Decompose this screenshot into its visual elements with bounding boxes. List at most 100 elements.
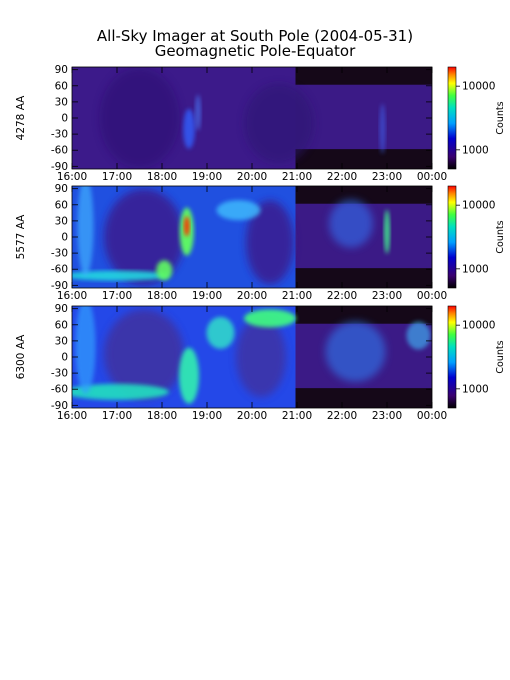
emission-blob [104,309,184,400]
y-tick-label: 0 [61,232,68,244]
x-tick-label: 18:00 [147,171,177,183]
colorbar: 10000 1000 Counts [447,305,506,409]
colorbar-tick-label: 10000 [462,81,495,93]
emission-blob [99,68,180,168]
x-tick-label: 23:00 [372,171,402,183]
panel-1: 90 60 30 0 -30 -60 -90 5577 AA 16:00 17:00 18:00 19… [15,183,506,302]
y-axis-label: 4278 AA [15,95,27,141]
x-tick-label: 23:00 [372,410,402,422]
emission-blob [246,200,294,285]
emission-blob [244,83,314,164]
chart-subtitle: Geomagnetic Pole-Equator [155,42,356,60]
chart-title: All-Sky Imager at South Pole (2004-05-31… [97,27,413,45]
y-tick-label: 0 [61,113,68,125]
heatmap-area [72,67,432,169]
y-tick-label: 60 [55,319,68,331]
colorbar-label: Counts [495,220,506,253]
emission-blob [195,94,201,131]
y-tick-label: -60 [51,384,68,396]
colorbar: 10000 1000 Counts [447,66,506,170]
emission-blob [329,199,373,248]
emission-blob [379,103,386,154]
y-tick-label: -60 [51,145,68,157]
panel-2: 90 60 30 0 -30 -60 -90 6300 AA 16:00 17:00 18:00 19… [15,303,506,422]
colorbar: 10000 1000 Counts [447,185,506,289]
y-tick-label: -90 [51,161,68,173]
y-tick-label: 30 [55,335,68,347]
y-tick-label: 90 [55,183,68,195]
panel-0: 90 60 30 0 -30 -60 -90 4278 AA 16:00 17:00 18:00 19… [15,64,506,183]
x-tick-label: 19:00 [192,290,222,302]
x-tick-label: 00:00 [417,171,447,183]
x-tick-label: 17:00 [102,171,132,183]
x-tick-label: 16:00 [57,290,87,302]
colorbar-gradient [447,185,457,289]
y-tick-label: -90 [51,280,68,292]
colorbar-tick-label: 1000 [462,144,489,156]
emission-blob [156,260,173,281]
colorbar-tick-label: 10000 [462,200,495,212]
x-tick-label: 21:00 [282,290,312,302]
panels: 90 60 30 0 -30 -60 -90 4278 AA 16:00 17:00 18:00 19… [15,64,506,422]
no-data-band-top [295,186,432,204]
emission-blob [72,383,169,400]
x-tick-label: 22:00 [327,171,357,183]
x-tick-label: 22:00 [327,290,357,302]
x-tick-label: 19:00 [192,410,222,422]
x-tick-label: 00:00 [417,410,447,422]
x-tick-label: 17:00 [102,290,132,302]
emission-blob [72,270,169,281]
no-data-band-top [295,67,432,85]
x-tick-label: 20:00 [237,290,267,302]
emission-blob [75,306,96,395]
y-tick-label: 30 [55,215,68,227]
no-data-band-bottom [295,388,432,408]
x-tick-label: 21:00 [282,171,312,183]
y-tick-label: 60 [55,80,68,92]
colorbar-gradient [447,305,457,409]
emission-blob [183,108,195,149]
x-tick-label: 20:00 [237,410,267,422]
x-tick-label: 22:00 [327,410,357,422]
emission-blob [216,200,261,221]
colorbar-tick-label: 1000 [462,263,489,275]
heatmap-area [72,186,432,288]
x-tick-label: 16:00 [57,410,87,422]
y-axis-label: 6300 AA [15,334,27,380]
y-tick-label: 60 [55,199,68,211]
y-tick-label: -60 [51,264,68,276]
emission-blob [236,317,286,397]
colorbar-tick-label: 10000 [462,320,495,332]
emission-blob [325,321,386,382]
x-tick-label: 23:00 [372,290,402,302]
y-tick-label: -30 [51,129,68,141]
colorbar-label: Counts [495,340,506,373]
x-tick-label: 16:00 [57,171,87,183]
colorbar-tick-label: 1000 [462,383,489,395]
x-tick-label: 21:00 [282,410,312,422]
x-tick-label: 19:00 [192,171,222,183]
emission-blob [77,186,94,277]
colorbar-label: Counts [495,101,506,134]
y-axis-label: 5577 AA [15,214,27,260]
y-tick-label: -30 [51,368,68,380]
no-data-band-bottom [295,149,432,169]
x-tick-label: 00:00 [417,290,447,302]
y-tick-label: 90 [55,64,68,76]
emission-blob [244,309,296,328]
no-data-band-bottom [295,268,432,288]
y-tick-label: 0 [61,352,68,364]
emission-blob [384,209,390,254]
y-tick-label: -90 [51,400,68,412]
y-tick-label: 90 [55,303,68,315]
colorbar-gradient [447,66,457,170]
no-data-band-top [295,306,432,324]
x-tick-label: 18:00 [147,410,177,422]
emission-blob [406,321,431,350]
y-tick-label: 30 [55,96,68,108]
x-tick-label: 18:00 [147,290,177,302]
emission-blob [183,216,190,237]
y-tick-label: -30 [51,248,68,260]
x-tick-label: 20:00 [237,171,267,183]
